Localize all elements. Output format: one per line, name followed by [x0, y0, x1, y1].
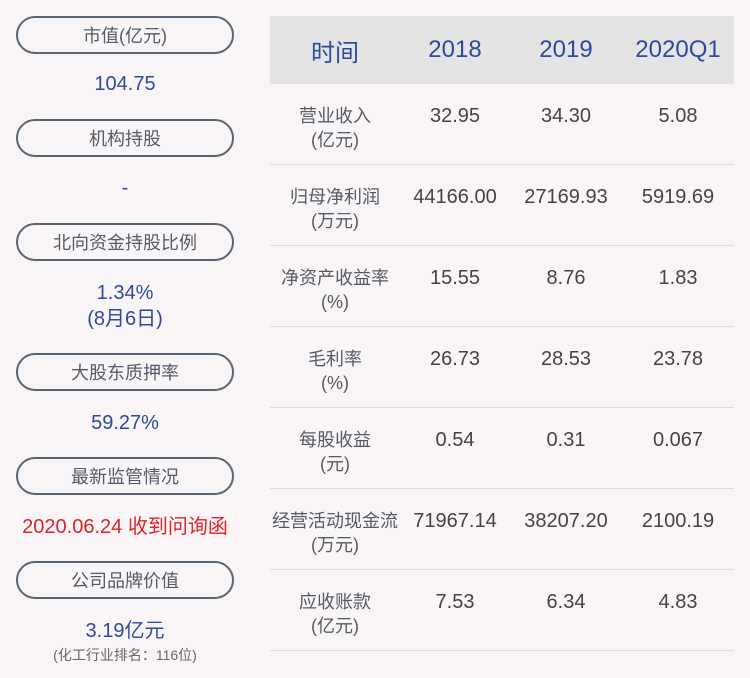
cell-2018: 44166.00 [413, 186, 497, 208]
cell-2020q1: 5919.69 [641, 186, 715, 208]
cell-2019: 38207.20 [524, 510, 608, 532]
metric-unit: (%) [321, 292, 349, 312]
metric-name: 应收账款 [299, 592, 371, 612]
cell-2018: 71967.14 [413, 510, 497, 532]
cell-2019: 0.31 [546, 429, 586, 451]
cell-2018: 7.53 [435, 591, 475, 613]
row-label: 每股收益 (元) [270, 408, 400, 476]
cell-2020q1: 2100.19 [641, 510, 715, 532]
row-label: 经营活动现金流 (万元) [270, 489, 400, 557]
pledge-ratio-label: 大股东质押率 [16, 353, 234, 391]
metric-name: 经营活动现金流 [272, 511, 398, 531]
cell-2020q1: 4.83 [658, 591, 698, 613]
table-row: 每股收益 (元) 0.54 0.31 0.067 [270, 408, 734, 489]
table-row: 归母净利润 (万元) 44166.00 27169.93 5919.69 [270, 165, 734, 246]
table-row: 经营活动现金流 (万元) 71967.14 38207.20 2100.19 [270, 489, 734, 570]
northbound-ratio-value: 1.34% [96, 282, 154, 304]
header-2019: 2019 [539, 36, 593, 63]
metric-unit: (%) [321, 373, 349, 393]
cell-2019: 34.30 [540, 105, 592, 127]
brand-value-rank-note: (化工行业排名：116位) [53, 647, 197, 663]
cell-2020q1: 1.83 [658, 267, 698, 289]
institution-holding-label: 机构持股 [16, 119, 234, 157]
market-cap-label: 市值(亿元) [16, 16, 234, 54]
metric-name: 营业收入 [299, 106, 371, 126]
regulatory-status-value: 2020.06.24 收到问询函 [22, 516, 228, 538]
table-header: 时间 2018 2019 2020Q1 [270, 16, 734, 84]
metric-name: 归母净利润 [290, 187, 380, 207]
cell-2019: 6.34 [546, 591, 586, 613]
metric-unit: (万元) [311, 211, 359, 231]
cell-2018: 26.73 [429, 348, 481, 370]
metric-unit: (亿元) [311, 130, 359, 150]
table-row: 净资产收益率 (%) 15.55 8.76 1.83 [270, 246, 734, 327]
market-cap-value: 104.75 [94, 73, 156, 95]
brand-value-value: 3.19亿元 [85, 620, 165, 642]
metric-unit: (万元) [311, 535, 359, 555]
pledge-ratio-value: 59.27% [91, 412, 159, 434]
financial-table: 时间 2018 2019 2020Q1 营业收入 (亿元) 32.95 34.30 5.… [270, 16, 734, 651]
cell-2019: 27169.93 [524, 186, 608, 208]
header-2020q1: 2020Q1 [635, 36, 721, 63]
northbound-ratio-date: (8月6日) [87, 308, 163, 330]
cell-2020q1: 23.78 [652, 348, 704, 370]
regulatory-status-label: 最新监管情况 [16, 457, 234, 495]
cell-2020q1: 0.067 [652, 429, 704, 451]
cell-2019: 28.53 [540, 348, 592, 370]
table-row: 营业收入 (亿元) 32.95 34.30 5.08 [270, 84, 734, 165]
metric-name: 毛利率 [308, 349, 362, 369]
metric-name: 每股收益 [299, 430, 371, 450]
header-2018: 2018 [428, 36, 482, 63]
metric-unit: (亿元) [311, 616, 359, 636]
row-label: 归母净利润 (万元) [270, 165, 400, 233]
institution-holding-value: - [121, 177, 129, 199]
row-label: 净资产收益率 (%) [270, 246, 400, 314]
northbound-ratio-label: 北向资金持股比例 [16, 223, 234, 261]
cell-2018: 0.54 [435, 429, 475, 451]
metric-name: 净资产收益率 [281, 268, 389, 288]
table-row: 毛利率 (%) 26.73 28.53 23.78 [270, 327, 734, 408]
cell-2018: 32.95 [429, 105, 481, 127]
header-time: 时间 [311, 39, 359, 67]
row-label: 营业收入 (亿元) [270, 84, 400, 152]
metric-unit: (元) [320, 454, 350, 474]
cell-2020q1: 5.08 [658, 105, 698, 127]
cell-2019: 8.76 [546, 267, 586, 289]
row-label: 毛利率 (%) [270, 327, 400, 395]
row-label: 应收账款 (亿元) [270, 570, 400, 638]
table-row: 应收账款 (亿元) 7.53 6.34 4.83 [270, 570, 734, 651]
brand-value-label: 公司品牌价值 [16, 561, 234, 599]
cell-2018: 15.55 [429, 267, 481, 289]
